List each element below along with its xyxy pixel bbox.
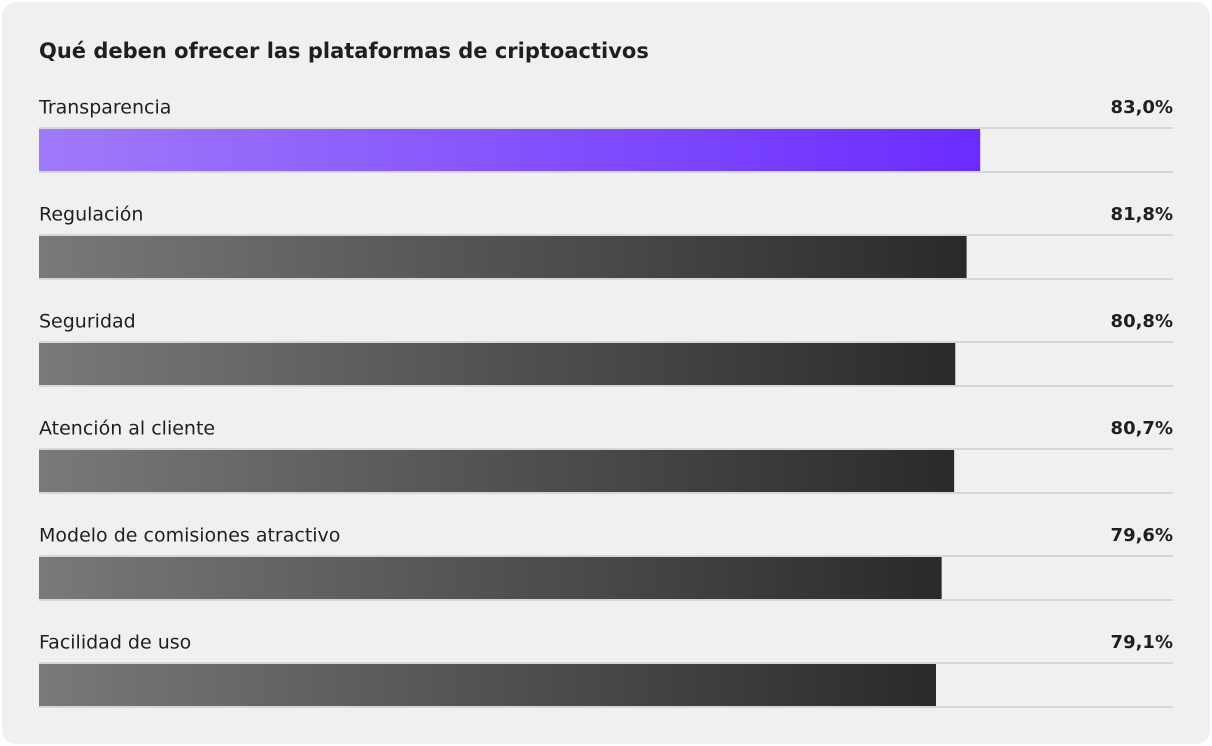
bar [39, 450, 955, 492]
category-label: Atención al cliente [39, 418, 215, 440]
chart-title: Qué deben ofrecer las plataformas de cri… [39, 39, 649, 63]
category-label: Transparencia [38, 97, 171, 119]
category-label: Facilidad de uso [39, 632, 191, 654]
bar [39, 557, 942, 599]
value-label: 83,0% [1111, 97, 1173, 118]
category-label: Seguridad [39, 311, 136, 333]
value-label: 81,8% [1111, 204, 1173, 225]
value-label: 80,8% [1111, 311, 1173, 332]
category-label: Regulación [39, 204, 143, 226]
bar [39, 664, 936, 706]
value-label: 79,6% [1111, 525, 1173, 546]
value-label: 79,1% [1111, 632, 1173, 653]
bar [39, 129, 981, 171]
bar [39, 343, 956, 385]
value-label: 80,7% [1111, 418, 1173, 439]
category-label: Modelo de comisiones atractivo [39, 525, 340, 547]
bar [39, 236, 967, 278]
